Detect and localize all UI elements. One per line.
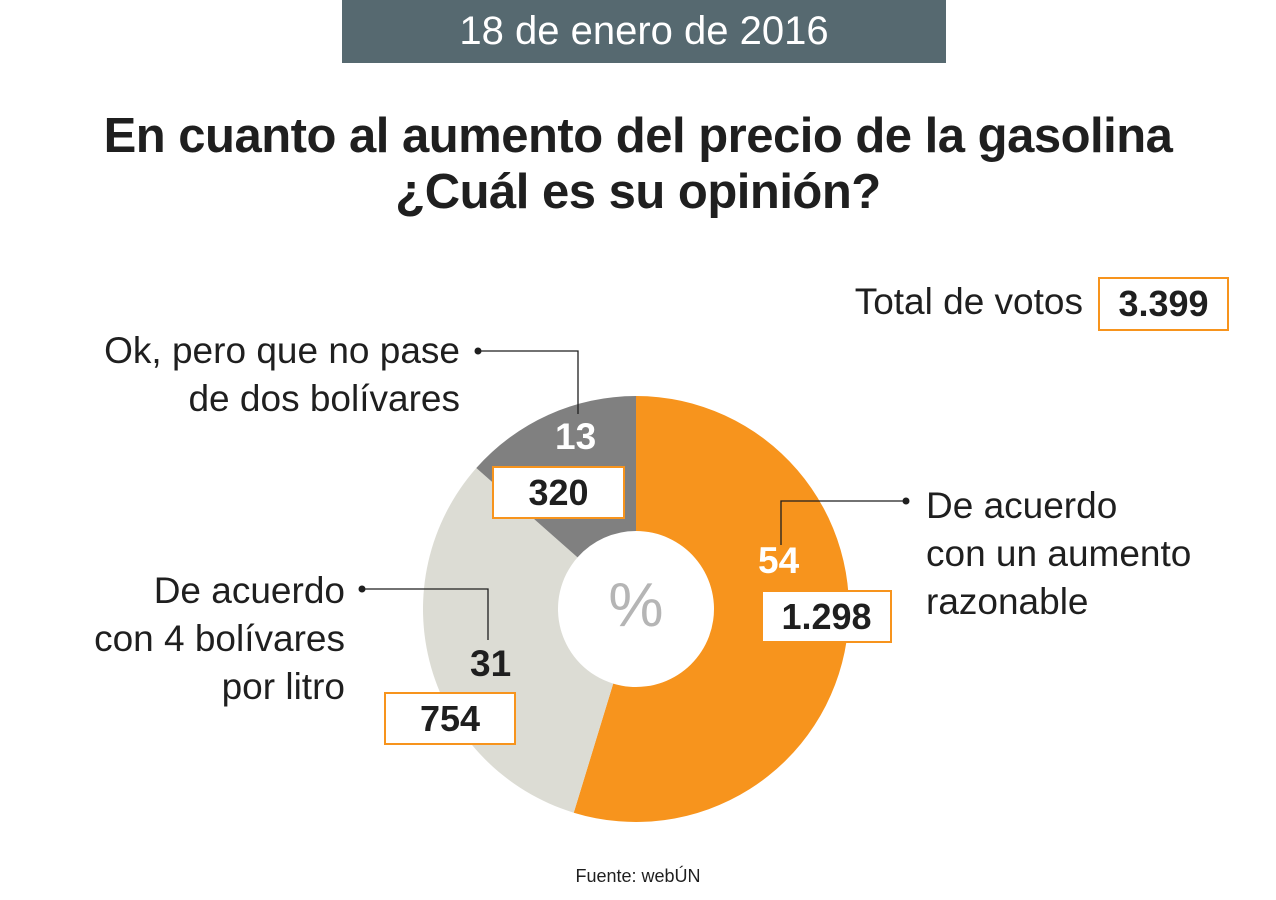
slice-votes-dos-bolivares: 320 bbox=[492, 466, 625, 519]
slice-votes-aumento-razonable: 1.298 bbox=[761, 590, 892, 643]
slice-percent-aumento-razonable: 54 bbox=[758, 540, 800, 581]
slice-label-line: De acuerdo bbox=[926, 485, 1118, 526]
slice-label-dos-bolivares: Ok, pero que no pase de dos bolívares bbox=[40, 327, 460, 423]
slice-percent-dos-bolivares: 13 bbox=[555, 416, 597, 457]
slice-votes-4-bolivares: 754 bbox=[384, 692, 516, 745]
chart-title: En cuanto al aumento del precio de la ga… bbox=[0, 108, 1276, 220]
source-note: Fuente: webÚN bbox=[575, 866, 701, 886]
slice-label-line: de dos bolívares bbox=[188, 378, 460, 419]
slice-label-line: Ok, pero que no pase bbox=[104, 330, 460, 371]
slice-label-line: con un aumento bbox=[926, 533, 1192, 574]
slice-label-line: con 4 bolívares bbox=[94, 618, 345, 659]
total-votes-label: Total de votos bbox=[854, 281, 1083, 322]
slice-percent-4-bolivares: 31 bbox=[470, 643, 512, 684]
total-votes-value: 3.399 bbox=[1098, 277, 1229, 331]
leader-dot-4-bolivares bbox=[358, 585, 366, 593]
date-text: 18 de enero de 2016 bbox=[459, 9, 829, 53]
leader-dot-aumento-razonable bbox=[902, 497, 910, 505]
slice-label-aumento-razonable: De acuerdo con un aumento razonable bbox=[926, 482, 1191, 626]
leader-line-dos-bolivares bbox=[478, 350, 579, 414]
center-percent-symbol: % bbox=[608, 571, 663, 640]
slice-label-line: por litro bbox=[221, 666, 345, 707]
leader-line-aumento-razonable bbox=[780, 500, 906, 545]
slice-label-4-bolivares: De acuerdo con 4 bolívares por litro bbox=[40, 567, 345, 711]
slice-label-line: razonable bbox=[926, 581, 1089, 622]
chart-title-line-1: En cuanto al aumento del precio de la ga… bbox=[103, 109, 1173, 163]
slice-aumento-razonable bbox=[573, 396, 849, 822]
chart-title-line-2: ¿Cuál es su opinión? bbox=[395, 165, 881, 219]
slice-label-line: De acuerdo bbox=[153, 570, 345, 611]
leader-dot-dos-bolivares bbox=[474, 347, 482, 355]
leader-lines bbox=[358, 347, 910, 640]
leader-line-4-bolivares bbox=[362, 588, 489, 640]
date-banner: 18 de enero de 2016 bbox=[342, 0, 946, 63]
